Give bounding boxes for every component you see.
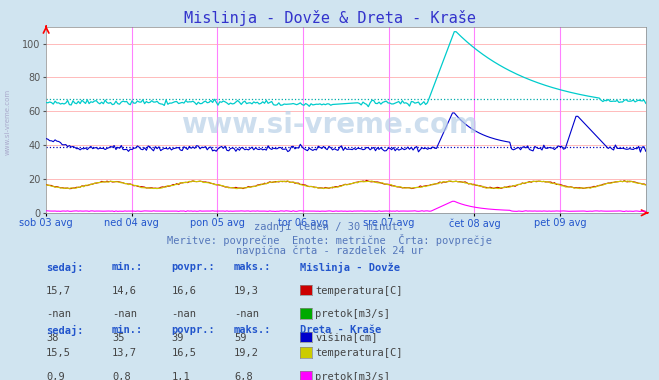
Text: sedaj:: sedaj:: [46, 325, 84, 336]
Text: -nan: -nan: [234, 309, 259, 319]
Text: 16,6: 16,6: [171, 286, 196, 296]
Text: 39: 39: [171, 333, 184, 343]
Text: -nan: -nan: [112, 309, 137, 319]
Text: Dreta - Kraše: Dreta - Kraše: [300, 325, 381, 335]
Text: 16,5: 16,5: [171, 348, 196, 358]
Text: 19,3: 19,3: [234, 286, 259, 296]
Text: -nan: -nan: [171, 309, 196, 319]
Text: Mislinja - Dovže: Mislinja - Dovže: [300, 262, 400, 273]
Text: 0,9: 0,9: [46, 372, 65, 380]
Text: min.:: min.:: [112, 325, 143, 335]
Text: maks.:: maks.:: [234, 325, 272, 335]
Text: povpr.:: povpr.:: [171, 325, 215, 335]
Text: 1,1: 1,1: [171, 372, 190, 380]
Text: 59: 59: [234, 333, 246, 343]
Text: 13,7: 13,7: [112, 348, 137, 358]
Text: 35: 35: [112, 333, 125, 343]
Text: 15,5: 15,5: [46, 348, 71, 358]
Text: temperatura[C]: temperatura[C]: [315, 286, 403, 296]
Text: www.si-vreme.com: www.si-vreme.com: [5, 89, 11, 155]
Text: -nan: -nan: [46, 309, 71, 319]
Text: sedaj:: sedaj:: [46, 262, 84, 273]
Text: Meritve: povprečne  Enote: metrične  Črta: povprečje: Meritve: povprečne Enote: metrične Črta:…: [167, 234, 492, 246]
Text: 0,8: 0,8: [112, 372, 130, 380]
Text: pretok[m3/s]: pretok[m3/s]: [315, 309, 390, 319]
Text: 6,8: 6,8: [234, 372, 252, 380]
Text: 38: 38: [46, 333, 59, 343]
Text: min.:: min.:: [112, 262, 143, 272]
Text: navpična črta - razdelek 24 ur: navpična črta - razdelek 24 ur: [236, 245, 423, 256]
Text: višina[cm]: višina[cm]: [315, 333, 378, 343]
Text: 15,7: 15,7: [46, 286, 71, 296]
Text: www.si-vreme.com: www.si-vreme.com: [181, 111, 478, 139]
Text: Mislinja - Dovže & Dreta - Kraše: Mislinja - Dovže & Dreta - Kraše: [183, 10, 476, 25]
Text: pretok[m3/s]: pretok[m3/s]: [315, 372, 390, 380]
Text: 19,2: 19,2: [234, 348, 259, 358]
Text: maks.:: maks.:: [234, 262, 272, 272]
Text: temperatura[C]: temperatura[C]: [315, 348, 403, 358]
Text: 14,6: 14,6: [112, 286, 137, 296]
Text: povpr.:: povpr.:: [171, 262, 215, 272]
Text: zadnji teden / 30 minut.: zadnji teden / 30 minut.: [254, 222, 405, 232]
